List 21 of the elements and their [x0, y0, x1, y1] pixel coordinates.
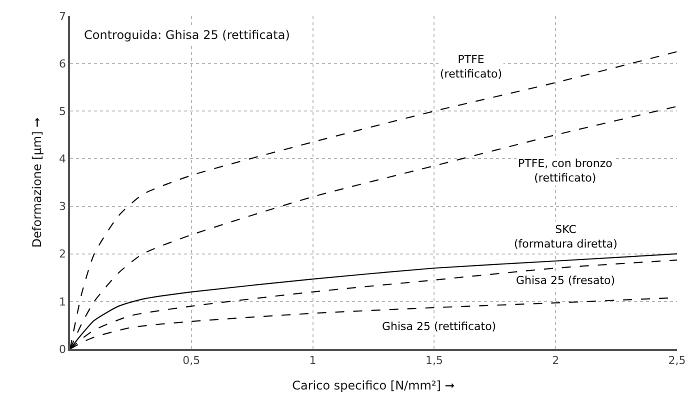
- y-axis-title: Deformazione [μm] ➞: [30, 117, 44, 248]
- annotation: Controguida: Ghisa 25 (rettificata): [84, 28, 290, 42]
- x-tick-label: 2,5: [668, 354, 686, 367]
- series-label: SKC (formatura diretta): [514, 223, 618, 250]
- series-label: PTFE (rettificato): [440, 53, 502, 80]
- y-tick-label: 6: [59, 57, 66, 70]
- series-label: PTFE, con bronzo (rettificato): [518, 157, 613, 184]
- y-tick-label: 2: [59, 248, 66, 261]
- x-tick-label: 0,5: [182, 354, 200, 367]
- y-tick-label: 1: [59, 295, 66, 308]
- y-tick-label: 7: [59, 10, 66, 23]
- y-tick-label: 4: [59, 152, 66, 166]
- x-tick-label: 1,5: [425, 354, 443, 367]
- series-label: Ghisa 25 (fresato): [516, 274, 616, 287]
- x-axis-title: Carico specifico [N/mm²] ➞: [292, 378, 455, 392]
- x-tick-label: 2: [552, 354, 560, 367]
- series-label: Ghisa 25 (rettificato): [382, 320, 496, 333]
- y-tick-label: 5: [59, 104, 66, 118]
- y-tick-label: 0: [59, 342, 66, 356]
- x-tick-label: 1: [309, 354, 316, 367]
- y-tick-label: 3: [59, 200, 66, 214]
